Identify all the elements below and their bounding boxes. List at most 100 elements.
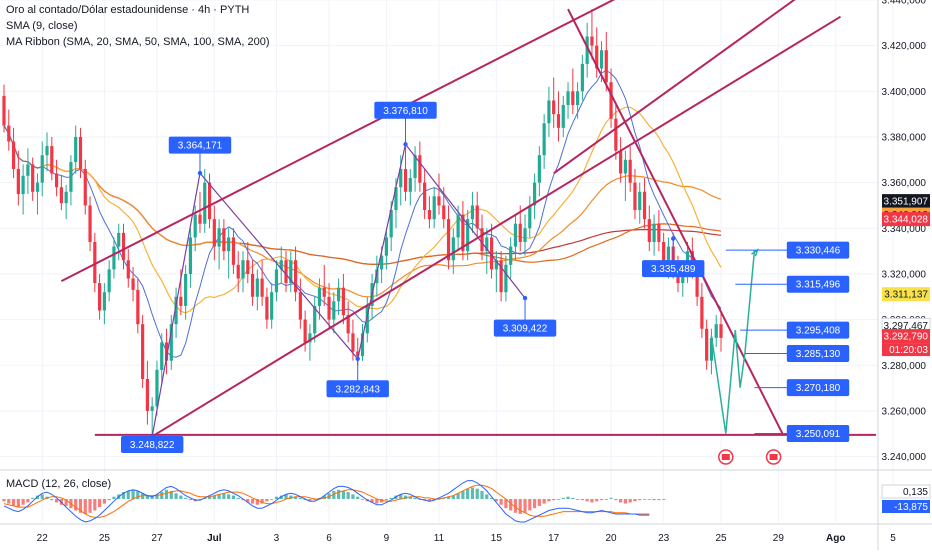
candle-body bbox=[365, 305, 369, 334]
candle-body bbox=[652, 223, 656, 242]
candle-body bbox=[313, 305, 317, 334]
ma-ribbon-indicator-label[interactable]: MA Ribbon (SMA, 20, SMA, 50, SMA, 100, S… bbox=[6, 36, 270, 48]
candle-body bbox=[356, 351, 360, 357]
candle-body bbox=[719, 324, 723, 338]
candle-body bbox=[332, 301, 336, 320]
macd-value-label: 0,135 bbox=[903, 487, 928, 498]
candle-body bbox=[389, 210, 393, 238]
macd-histogram-bar bbox=[145, 495, 149, 499]
candle-body bbox=[50, 146, 54, 174]
candle-body bbox=[351, 333, 355, 352]
candle-body bbox=[203, 182, 207, 224]
candle-body bbox=[7, 125, 11, 142]
candle-body bbox=[117, 232, 121, 247]
macd-histogram-bar bbox=[298, 497, 302, 499]
candle-body bbox=[700, 296, 704, 329]
candle-body bbox=[542, 123, 546, 156]
candle-body bbox=[193, 214, 197, 238]
macd-histogram-bar bbox=[255, 499, 259, 505]
macd-histogram-bar bbox=[284, 494, 288, 499]
channel-support-line[interactable] bbox=[151, 15, 842, 438]
price-tag-value: 3.297,467 bbox=[884, 321, 929, 332]
macd-histogram-bar bbox=[107, 499, 111, 501]
candle-body bbox=[604, 50, 608, 83]
macd-histogram-bar bbox=[470, 487, 475, 499]
macd-histogram-bar bbox=[50, 499, 54, 501]
macd-histogram-bar bbox=[566, 496, 570, 499]
candle-body bbox=[552, 100, 556, 115]
candle-body bbox=[279, 260, 283, 270]
projection-label-box[interactable] bbox=[786, 321, 850, 339]
macd-histogram-bar bbox=[346, 492, 350, 499]
price-tag-dark bbox=[882, 194, 930, 209]
time-axis-tick: Jul bbox=[207, 533, 222, 544]
macd-histogram-bar bbox=[657, 499, 661, 501]
candle-body bbox=[576, 91, 580, 106]
price-axis-tick: 3.280,000 bbox=[882, 361, 927, 372]
candle-body bbox=[662, 241, 666, 265]
time-axis-tick: 20 bbox=[605, 533, 617, 544]
swing-label: 3.335,489 bbox=[651, 264, 696, 275]
candle-body bbox=[260, 278, 264, 297]
swing-label-box[interactable] bbox=[168, 136, 232, 154]
candle-body bbox=[509, 246, 513, 265]
candle-body bbox=[265, 296, 269, 320]
swing-label-box[interactable] bbox=[642, 260, 705, 278]
candle-body bbox=[217, 228, 221, 247]
candle-body bbox=[102, 292, 106, 311]
macd-histogram-bar bbox=[461, 490, 465, 499]
candle-body bbox=[327, 296, 331, 320]
projection-label-box[interactable] bbox=[786, 345, 850, 363]
channel-midline[interactable] bbox=[553, 0, 841, 175]
candle-body bbox=[293, 260, 298, 293]
swing-label-box[interactable] bbox=[493, 319, 557, 337]
candle-body bbox=[380, 255, 384, 270]
macd-histogram-bar bbox=[155, 494, 159, 499]
macd-histogram-bar bbox=[542, 499, 546, 504]
candle-body bbox=[241, 260, 245, 279]
macd-histogram-bar bbox=[638, 499, 642, 501]
macd-histogram-bar bbox=[451, 495, 455, 499]
macd-histogram-bar bbox=[652, 499, 656, 501]
price-tag-value: 3.311,137 bbox=[884, 290, 928, 301]
channel-resistance-line[interactable] bbox=[60, 0, 869, 282]
macd-histogram-bar bbox=[532, 499, 537, 509]
candle-body bbox=[322, 287, 326, 297]
macd-indicator-label[interactable]: MACD (12, 26, close) bbox=[6, 478, 112, 490]
bar-countdown: 01:20:03 bbox=[889, 345, 928, 356]
candle-body bbox=[179, 296, 183, 306]
symbol-title[interactable]: Oro al contado/Dólar estadounidense · 4h… bbox=[6, 4, 250, 16]
projection-label-box[interactable] bbox=[786, 425, 850, 443]
sma-indicator-label[interactable]: SMA (9, close) bbox=[6, 20, 78, 32]
macd-histogram-bar bbox=[236, 497, 240, 499]
swing-label-box[interactable] bbox=[326, 380, 389, 398]
candle-body bbox=[499, 260, 503, 293]
descending-trendline[interactable] bbox=[567, 8, 785, 436]
candle-body bbox=[83, 168, 87, 206]
swing-label-box[interactable] bbox=[120, 435, 184, 453]
macd-histogram-bar bbox=[662, 499, 666, 500]
macd-histogram-bar bbox=[78, 499, 83, 513]
candle-body bbox=[298, 292, 302, 320]
candle-body bbox=[98, 283, 102, 311]
swing-label: 3.376,810 bbox=[383, 106, 428, 117]
macd-histogram-bar bbox=[547, 499, 551, 502]
macd-histogram-bar bbox=[595, 499, 599, 502]
projection-label-box[interactable] bbox=[786, 275, 850, 293]
candle-body bbox=[585, 36, 589, 64]
candle-body bbox=[489, 237, 494, 270]
candle-body bbox=[274, 269, 279, 293]
swing-label-box[interactable] bbox=[374, 101, 437, 119]
candle-body bbox=[164, 342, 169, 361]
macd-histogram-bar bbox=[499, 499, 503, 505]
candle-body bbox=[561, 105, 565, 128]
projection-label-box[interactable] bbox=[786, 241, 850, 259]
macd-histogram-bar bbox=[356, 496, 360, 499]
swing-point bbox=[671, 236, 676, 241]
candle-body bbox=[580, 63, 584, 92]
projection-label-box[interactable] bbox=[786, 379, 850, 397]
macd-histogram-bar bbox=[399, 494, 403, 499]
projection-label: 3.330,446 bbox=[796, 246, 841, 257]
